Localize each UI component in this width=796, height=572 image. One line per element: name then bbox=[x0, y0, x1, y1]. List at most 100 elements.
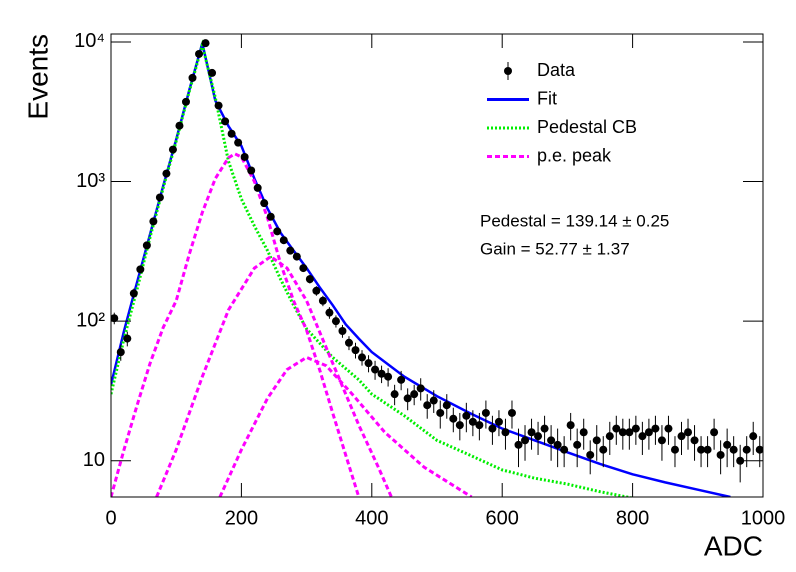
data-point bbox=[299, 264, 308, 273]
data-point bbox=[631, 424, 640, 433]
x-tick-label: 1000 bbox=[741, 507, 786, 529]
legend-label: Fit bbox=[537, 88, 557, 108]
data-point bbox=[377, 369, 386, 378]
data-point bbox=[227, 129, 236, 138]
data-point bbox=[690, 436, 699, 445]
x-tick-label: 0 bbox=[105, 507, 116, 529]
data-point bbox=[605, 432, 614, 441]
annotation: Gain = 52.77 ± 1.37 bbox=[480, 239, 630, 258]
data-point bbox=[566, 421, 575, 430]
data-point bbox=[716, 450, 725, 459]
data-point bbox=[123, 334, 132, 343]
data-point bbox=[625, 428, 634, 437]
data-point bbox=[390, 390, 399, 399]
x-tick-label: 400 bbox=[355, 507, 388, 529]
legend-label: p.e. peak bbox=[537, 145, 612, 165]
data-point bbox=[436, 408, 445, 417]
data-point bbox=[657, 436, 666, 445]
x-tick-label: 200 bbox=[225, 507, 258, 529]
data-point bbox=[547, 436, 556, 445]
data-point bbox=[501, 428, 510, 437]
data-point bbox=[181, 97, 190, 106]
data-point bbox=[266, 212, 275, 221]
data-point bbox=[651, 424, 660, 433]
component-curve bbox=[111, 152, 361, 497]
data-point bbox=[618, 428, 627, 437]
data-point bbox=[116, 348, 125, 357]
data-point bbox=[318, 296, 327, 305]
data-point bbox=[149, 217, 158, 226]
data-point bbox=[540, 424, 549, 433]
data-point bbox=[175, 121, 184, 130]
x-axis-label: ADC bbox=[704, 530, 763, 561]
y-tick-label: 10⁴ bbox=[74, 30, 105, 52]
data-point bbox=[697, 445, 706, 454]
data-point bbox=[670, 445, 679, 454]
data-point bbox=[534, 432, 543, 441]
data-point bbox=[358, 353, 367, 362]
data-point bbox=[384, 372, 393, 381]
data-point bbox=[579, 428, 588, 437]
data-point bbox=[573, 440, 582, 449]
data-point bbox=[442, 401, 451, 410]
data-point bbox=[736, 456, 745, 465]
data-point bbox=[234, 138, 243, 147]
data-point bbox=[481, 408, 490, 417]
data-point bbox=[664, 424, 673, 433]
data-point bbox=[462, 411, 471, 420]
annotation: Pedestal = 139.14 ± 0.25 bbox=[480, 211, 669, 230]
frame bbox=[110, 33, 764, 498]
data-point bbox=[260, 199, 269, 208]
data-point bbox=[240, 152, 249, 161]
component-curve bbox=[218, 355, 473, 497]
data-point bbox=[162, 169, 171, 178]
data-point bbox=[142, 241, 151, 250]
data-point bbox=[364, 359, 373, 368]
data-point bbox=[344, 338, 353, 347]
data-point bbox=[755, 445, 763, 454]
data-point bbox=[279, 236, 288, 245]
data-point bbox=[247, 166, 256, 175]
data-point bbox=[729, 445, 738, 454]
data-point bbox=[703, 445, 712, 454]
data-point bbox=[155, 193, 164, 202]
data-point bbox=[514, 440, 523, 449]
data-point bbox=[475, 421, 484, 430]
data-point bbox=[195, 49, 204, 58]
data-point bbox=[586, 450, 595, 459]
data-point bbox=[449, 414, 458, 423]
data-point bbox=[429, 396, 438, 405]
data-point bbox=[749, 432, 758, 441]
data-point bbox=[684, 428, 693, 437]
data-point bbox=[494, 417, 503, 426]
component-curve bbox=[155, 254, 393, 497]
data-point bbox=[468, 417, 477, 426]
data-point bbox=[214, 101, 223, 110]
data-point bbox=[136, 265, 145, 274]
data-point bbox=[253, 183, 262, 192]
data-point bbox=[710, 428, 719, 437]
x-tick-label: 600 bbox=[486, 507, 519, 529]
data-point bbox=[416, 384, 425, 393]
data-point bbox=[331, 317, 340, 326]
data-point bbox=[129, 289, 138, 298]
data-point bbox=[592, 436, 601, 445]
data-point bbox=[560, 445, 569, 454]
data-point bbox=[677, 432, 686, 441]
data-point bbox=[638, 432, 647, 441]
data-point bbox=[742, 445, 751, 454]
data-point bbox=[312, 286, 321, 295]
data-point bbox=[292, 252, 301, 261]
data-point bbox=[403, 394, 412, 403]
data-point bbox=[208, 68, 217, 77]
data-point bbox=[488, 424, 497, 433]
x-tick-label: 800 bbox=[616, 507, 649, 529]
legend-label: Pedestal CB bbox=[537, 117, 637, 137]
plot-area bbox=[111, 39, 763, 497]
y-axis-label: Events bbox=[22, 34, 53, 120]
data-point bbox=[221, 117, 230, 126]
data-point bbox=[553, 440, 562, 449]
data-point bbox=[188, 73, 197, 82]
